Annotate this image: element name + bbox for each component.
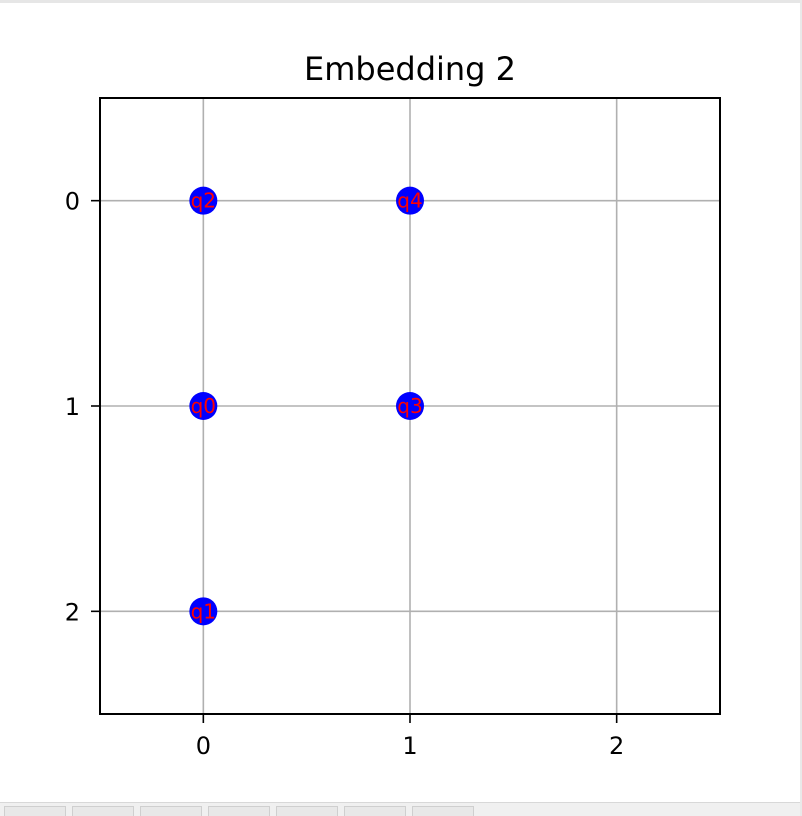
data-points: q2 q4 q0 q3 q1 (189, 186, 424, 626)
taskbar-tab[interactable] (412, 806, 474, 816)
point-label: q1 (191, 599, 216, 623)
x-tick-label: 2 (609, 732, 624, 760)
chart-title: Embedding 2 (304, 50, 516, 88)
scatter-point (189, 186, 218, 215)
point-label: q4 (397, 189, 422, 213)
taskbar-tab[interactable] (276, 806, 338, 816)
taskbar-tab[interactable] (344, 806, 406, 816)
taskbar-tab[interactable] (4, 806, 66, 816)
x-tick-label: 1 (402, 732, 417, 760)
scatter-point (396, 392, 424, 420)
x-tick-label: 0 (196, 732, 211, 760)
axis-ticks: 0 1 2 0 1 2 (65, 188, 625, 760)
point-label: q0 (191, 394, 216, 418)
scatter-point (396, 186, 424, 215)
taskbar (0, 802, 800, 816)
y-tick-label: 2 (65, 598, 80, 626)
scatter-point (189, 392, 218, 420)
y-tick-label: 0 (65, 188, 80, 216)
taskbar-tab[interactable] (72, 806, 134, 816)
taskbar-tab[interactable] (208, 806, 270, 816)
taskbar-tab[interactable] (140, 806, 202, 816)
scatter-chart: Embedding 2 q2 q4 q0 q3 q1 0 1 2 0 1 2 (65, 50, 721, 760)
y-tick-label: 1 (65, 393, 80, 421)
point-label: q3 (397, 394, 422, 418)
window-top-border (0, 0, 802, 3)
scatter-point (189, 597, 218, 626)
window-right-border (800, 0, 802, 816)
point-label: q2 (191, 189, 216, 213)
